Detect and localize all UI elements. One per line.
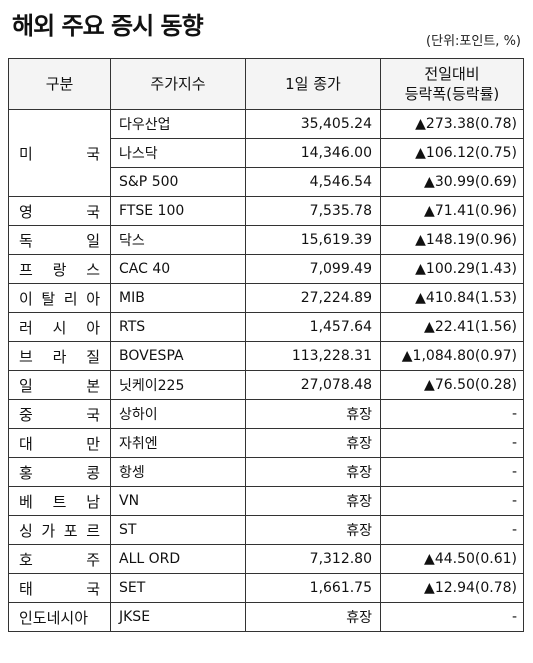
- close-cell: 1,457.64: [245, 312, 381, 342]
- table-body: 미 국 다우산업 35,405.24 ▲273.38(0.78) 나스닥 14,346.0…: [8, 109, 524, 632]
- header-change-line2: 등락폭(등락률): [404, 85, 500, 103]
- change-cell: -: [380, 457, 524, 487]
- country-cell: 영 국: [8, 196, 111, 226]
- change-cell: -: [380, 515, 524, 545]
- close-cell: 휴장: [245, 399, 381, 429]
- change-cell: ▲12.94(0.78): [380, 573, 524, 603]
- table-row: S&P 500 4,546.54 ▲30.99(0.69): [9, 167, 524, 197]
- country-cell: 미 국: [8, 109, 111, 197]
- country-cell: 독 일: [8, 225, 111, 255]
- change-cell: ▲71.41(0.96): [380, 196, 524, 226]
- header-close: 1일 종가: [245, 58, 381, 110]
- close-cell: 35,405.24: [245, 109, 381, 139]
- index-cell: S&P 500: [110, 167, 246, 197]
- index-cell: ALL ORD: [110, 544, 246, 574]
- table-row: 영 국 FTSE 100 7,535.78 ▲71.41(0.96): [8, 196, 524, 226]
- change-cell: ▲1,084.80(0.97): [380, 341, 524, 371]
- table-row: 브 라 질 BOVESPA 113,228.31 ▲1,084.80(0.97): [8, 341, 524, 371]
- change-cell: ▲22.41(1.56): [380, 312, 524, 342]
- change-cell: ▲30.99(0.69): [380, 167, 524, 197]
- change-cell: ▲410.84(1.53): [380, 283, 524, 313]
- unit-note: (단위:포인트, %): [426, 34, 521, 49]
- country-cell: 중 국: [8, 399, 111, 429]
- close-cell: 휴장: [245, 486, 381, 516]
- close-cell: 7,312.80: [245, 544, 381, 574]
- index-cell: SET: [110, 573, 246, 603]
- change-cell: -: [380, 486, 524, 516]
- close-cell: 27,224.89: [245, 283, 381, 313]
- country-cell: 러 시 아: [8, 312, 111, 342]
- table-row: 이 탈 리 아 MIB 27,224.89 ▲410.84(1.53): [8, 283, 524, 313]
- change-cell: -: [380, 602, 524, 632]
- index-cell: BOVESPA: [110, 341, 246, 371]
- change-cell: ▲76.50(0.28): [380, 370, 524, 400]
- table-row: 대 만 자취엔 휴장 -: [8, 428, 524, 458]
- country-cell: 대 만: [8, 428, 111, 458]
- table-row: 중 국 상하이 휴장 -: [8, 399, 524, 429]
- table-row: 호 주 ALL ORD 7,312.80 ▲44.50(0.61): [8, 544, 524, 574]
- close-cell: 휴장: [245, 602, 381, 632]
- index-cell: CAC 40: [110, 254, 246, 284]
- change-cell: ▲148.19(0.96): [380, 225, 524, 255]
- close-cell: 15,619.39: [245, 225, 381, 255]
- country-cell: 이 탈 리 아: [8, 283, 111, 313]
- country-cell: 홍 콩: [8, 457, 111, 487]
- index-cell: 닛케이225: [110, 370, 246, 400]
- index-cell: RTS: [110, 312, 246, 342]
- country-cell: 호 주: [8, 544, 111, 574]
- index-cell: 항셍: [110, 457, 246, 487]
- close-cell: 7,535.78: [245, 196, 381, 226]
- close-cell: 휴장: [245, 515, 381, 545]
- close-cell: 14,346.00: [245, 138, 381, 168]
- change-cell: ▲100.29(1.43): [380, 254, 524, 284]
- header-country: 구분: [8, 58, 111, 110]
- table-row: 나스닥 14,346.00 ▲106.12(0.75): [9, 138, 524, 168]
- header-change-line1: 전일대비: [424, 65, 480, 83]
- country-cell: 브 라 질: [8, 341, 111, 371]
- index-cell: JKSE: [110, 602, 246, 632]
- close-cell: 4,546.54: [245, 167, 381, 197]
- close-cell: 113,228.31: [245, 341, 381, 371]
- country-cell: 베 트 남: [8, 486, 111, 516]
- table-row: 홍 콩 항셍 휴장 -: [8, 457, 524, 487]
- header-row: 구분 주가지수 1일 종가 전일대비 등락폭(등락률): [8, 58, 524, 110]
- close-cell: 휴장: [245, 428, 381, 458]
- page-title: 해외 주요 증시 동향: [12, 12, 204, 40]
- change-cell: ▲44.50(0.61): [380, 544, 524, 574]
- change-cell: -: [380, 399, 524, 429]
- country-cell: 싱 가 포 르: [8, 515, 111, 545]
- table-row: 싱 가 포 르 ST 휴장 -: [8, 515, 524, 545]
- index-cell: MIB: [110, 283, 246, 313]
- header-change: 전일대비 등락폭(등락률): [380, 58, 524, 110]
- change-cell: -: [380, 428, 524, 458]
- index-cell: 나스닥: [110, 138, 246, 168]
- index-cell: 다우산업: [110, 109, 246, 139]
- index-cell: FTSE 100: [110, 196, 246, 226]
- change-cell: ▲106.12(0.75): [380, 138, 524, 168]
- table-row: 일 본 닛케이225 27,078.48 ▲76.50(0.28): [8, 370, 524, 400]
- table-row: 베 트 남 VN 휴장 -: [8, 486, 524, 516]
- country-cell: 태 국: [8, 573, 111, 603]
- index-cell: VN: [110, 486, 246, 516]
- table-row: 프 랑 스 CAC 40 7,099.49 ▲100.29(1.43): [8, 254, 524, 284]
- table-row: 독 일 닥스 15,619.39 ▲148.19(0.96): [8, 225, 524, 255]
- table-row: 인도네시아 JKSE 휴장 -: [8, 602, 524, 632]
- market-table: 구분 주가지수 1일 종가 전일대비 등락폭(등락률) 미 국 다우산업 35,40…: [8, 58, 524, 632]
- close-cell: 27,078.48: [245, 370, 381, 400]
- close-cell: 1,661.75: [245, 573, 381, 603]
- table-row: 태 국 SET 1,661.75 ▲12.94(0.78): [8, 573, 524, 603]
- close-cell: 휴장: [245, 457, 381, 487]
- change-cell: ▲273.38(0.78): [380, 109, 524, 139]
- header-index: 주가지수: [110, 58, 246, 110]
- country-cell: 인도네시아: [8, 602, 111, 632]
- table-row: 러 시 아 RTS 1,457.64 ▲22.41(1.56): [8, 312, 524, 342]
- index-cell: 상하이: [110, 399, 246, 429]
- close-cell: 7,099.49: [245, 254, 381, 284]
- table-row: 미 국 다우산업 35,405.24 ▲273.38(0.78): [8, 109, 524, 197]
- index-cell: 자취엔: [110, 428, 246, 458]
- index-cell: 닥스: [110, 225, 246, 255]
- country-cell: 프 랑 스: [8, 254, 111, 284]
- country-cell: 일 본: [8, 370, 111, 400]
- index-cell: ST: [110, 515, 246, 545]
